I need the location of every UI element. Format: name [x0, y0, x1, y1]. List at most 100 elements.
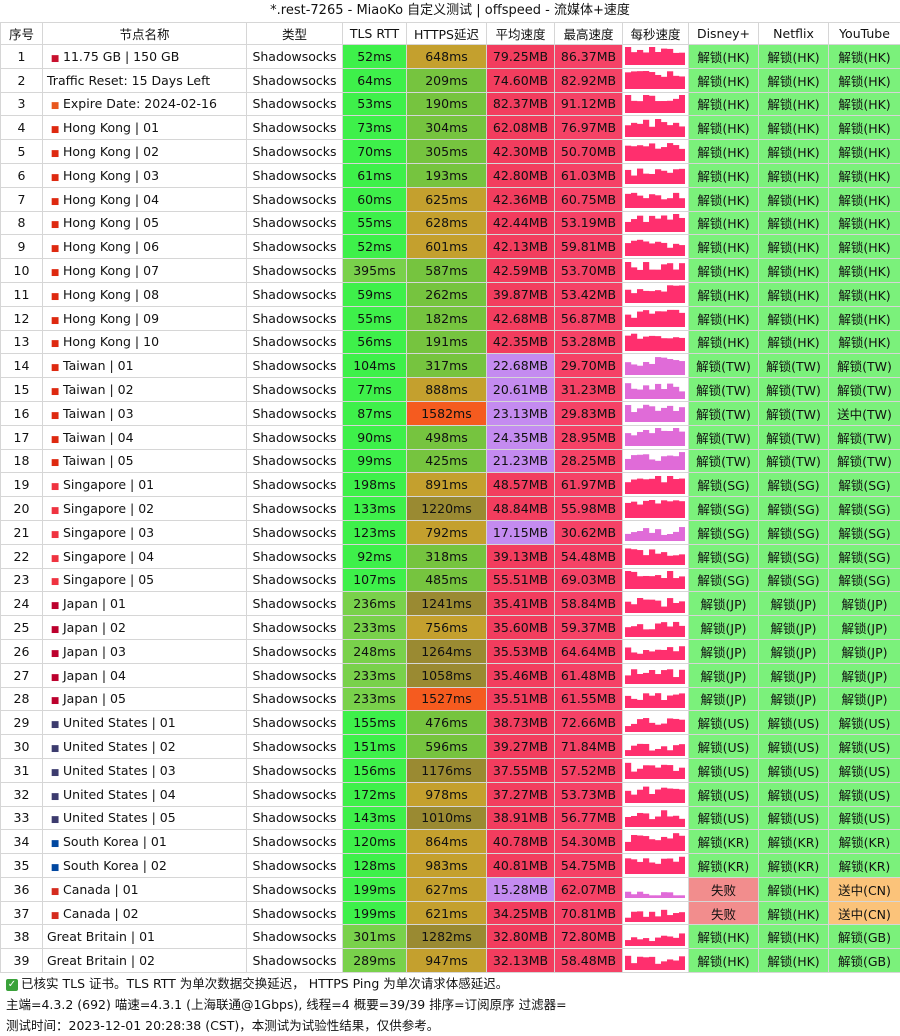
node-name-cell: ■Hong Kong | 02: [43, 140, 247, 164]
sparkline-bar: [667, 695, 673, 707]
disney-unlock: 解锁(SG): [689, 568, 759, 592]
avg-speed: 42.44MB: [487, 211, 555, 235]
max-speed: 54.48MB: [555, 544, 623, 568]
sparkline-bar: [649, 364, 655, 375]
sparkline-bar: [661, 622, 667, 637]
sparkline-bar: [625, 726, 631, 732]
flag-icon: ■: [47, 911, 63, 921]
sparkline-bar: [637, 911, 643, 922]
sparkline-bar: [655, 963, 661, 969]
avg-speed: 37.27MB: [487, 782, 555, 806]
sparkline-bar: [655, 219, 661, 232]
sparkline-bar: [649, 863, 655, 874]
sparkline-bar: [679, 148, 685, 160]
sparkline-bar: [673, 145, 679, 161]
avg-speed: 48.57MB: [487, 473, 555, 497]
sparkline-bar: [661, 456, 667, 470]
sparkline-bar: [655, 411, 661, 422]
https-latency: 1176ms: [407, 758, 487, 782]
sparkline-bar: [673, 694, 679, 707]
max-speed: 82.92MB: [555, 68, 623, 92]
sparkline-bar: [661, 837, 667, 851]
sparkline-bar: [631, 745, 637, 755]
https-latency: 1582ms: [407, 401, 487, 425]
sparkline-bar: [679, 169, 685, 184]
max-speed: 54.75MB: [555, 854, 623, 878]
youtube-unlock: 解锁(GB): [829, 949, 900, 973]
youtube-unlock: 解锁(US): [829, 758, 900, 782]
protocol-type: Shadowsocks: [247, 497, 343, 521]
max-speed: 53.19MB: [555, 211, 623, 235]
youtube-unlock: 解锁(TW): [829, 378, 900, 402]
avg-speed: 17.15MB: [487, 520, 555, 544]
disney-unlock: 解锁(KR): [689, 854, 759, 878]
sparkline-bar: [625, 696, 631, 708]
sparkline-bar: [673, 428, 679, 446]
sparkline-bar: [655, 554, 661, 565]
sparkline-bar: [643, 894, 649, 898]
speed-sparkline: [623, 282, 689, 306]
sparkline-bar: [625, 571, 631, 589]
footer-text-1: 已核实 TLS 证书。TLS RTT 为单次数据交换延迟， HTTPS Ping…: [21, 976, 508, 991]
sparkline-bar: [649, 269, 655, 279]
tls-rtt: 155ms: [343, 711, 407, 735]
node-name-cell: ■United States | 02: [43, 735, 247, 759]
sparkline-bar: [673, 555, 679, 565]
sparkline-chart: [625, 666, 685, 684]
sparkline-bar: [661, 357, 667, 374]
sparkline-bar: [667, 383, 673, 398]
netflix-unlock: 解锁(US): [759, 806, 829, 830]
avg-speed: 48.84MB: [487, 497, 555, 521]
sparkline-chart: [625, 880, 685, 898]
sparkline-bar: [649, 479, 655, 494]
sparkline-bar: [661, 535, 667, 541]
flag-icon: ■: [47, 197, 63, 207]
node-name-cell: Traffic Reset: 15 Days Left: [43, 68, 247, 92]
tls-rtt: 60ms: [343, 187, 407, 211]
sparkline-bar: [655, 336, 661, 351]
netflix-unlock: 解锁(TW): [759, 401, 829, 425]
sparkline-bar: [667, 143, 673, 161]
sparkline-bar: [643, 198, 649, 208]
